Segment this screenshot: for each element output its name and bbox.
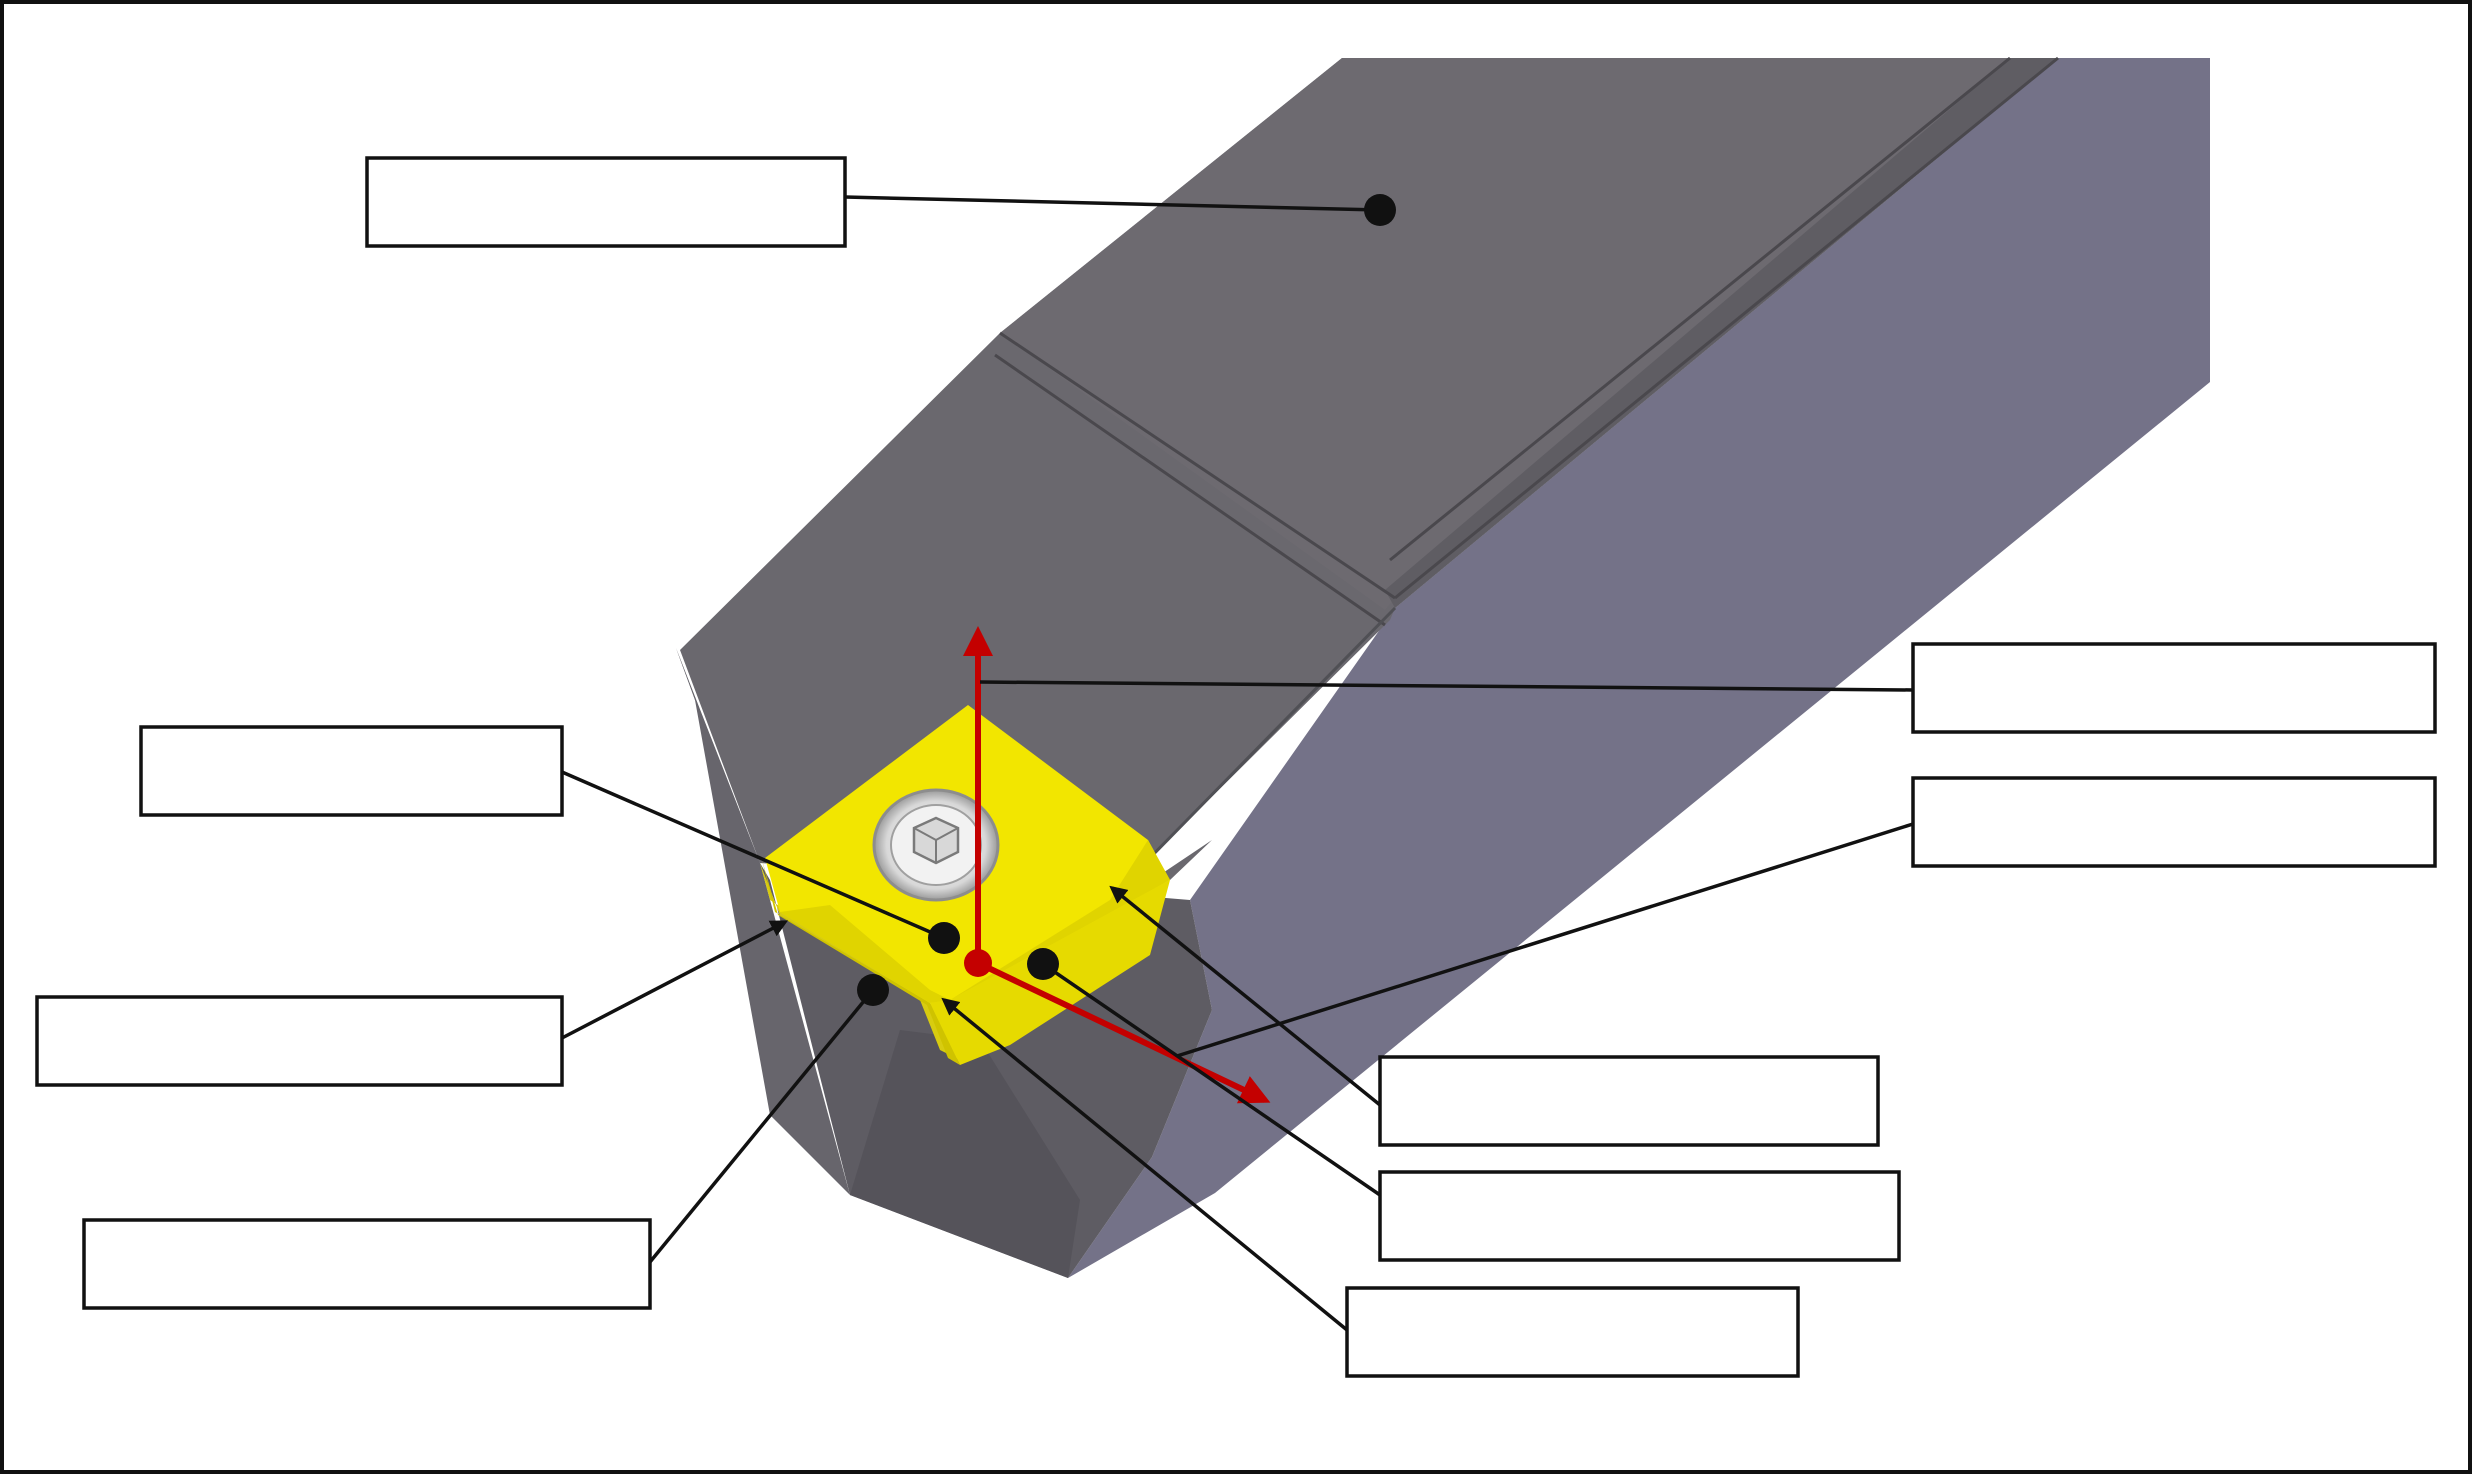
leader-axis-top xyxy=(979,680,1914,692)
label-feed-direction[interactable] xyxy=(1911,776,2437,868)
insert-flank-left-main xyxy=(762,860,960,1065)
origin-point-icon xyxy=(964,949,992,977)
leader-feed xyxy=(1176,822,1914,1058)
insert-flank-left xyxy=(760,863,960,1060)
label-nose-point[interactable] xyxy=(1345,1286,1800,1378)
marker-dot-icon xyxy=(1027,948,1059,980)
insert-chamfer-right xyxy=(950,840,1170,1000)
leader-right-dot xyxy=(1042,962,1381,1197)
step-line-1 xyxy=(999,331,1396,600)
label-boxes xyxy=(35,156,2437,1378)
hex-socket-line xyxy=(935,827,959,841)
step-line-2 xyxy=(994,353,1386,627)
shank-edge xyxy=(1138,606,1397,870)
step-line-3 xyxy=(1389,56,2011,562)
leader-main-edge xyxy=(1109,885,1382,1107)
shank-front-bottom xyxy=(850,1030,1080,1278)
leader-lines xyxy=(561,194,1914,1332)
marker-dot-icon xyxy=(1364,194,1396,226)
hex-socket-line-3 xyxy=(913,827,937,841)
label-flank-face[interactable] xyxy=(35,995,564,1087)
label-main-cutting-edge[interactable] xyxy=(1378,1055,1880,1147)
label-shank-top[interactable] xyxy=(365,156,847,248)
shank-top-face-rear xyxy=(1000,58,2058,610)
step-line-4 xyxy=(1394,56,2059,600)
label-rake-face[interactable] xyxy=(139,725,564,817)
marker-dot-icon xyxy=(857,974,889,1006)
cutting-insert xyxy=(760,705,1170,1065)
marker-dot-icon xyxy=(928,922,960,954)
leader-flank xyxy=(561,920,789,1040)
shank-front-left xyxy=(676,648,850,1195)
label-minor-cutting-edge[interactable] xyxy=(1378,1170,1901,1262)
label-reference-axis[interactable] xyxy=(1911,642,2437,734)
shank-side-face xyxy=(1068,58,2210,1278)
leader-rake xyxy=(561,770,945,940)
tool-shank xyxy=(676,56,2210,1278)
leader-nose xyxy=(941,997,1349,1332)
label-tool-corner[interactable] xyxy=(82,1218,652,1310)
leader-corner xyxy=(648,988,875,1264)
reference-axes xyxy=(963,626,1271,1104)
insert-chamfer-edge xyxy=(780,905,950,1003)
leader-shank-top xyxy=(844,195,1381,212)
feed-axis xyxy=(976,960,1271,1104)
shank-front-face xyxy=(676,648,1212,1278)
